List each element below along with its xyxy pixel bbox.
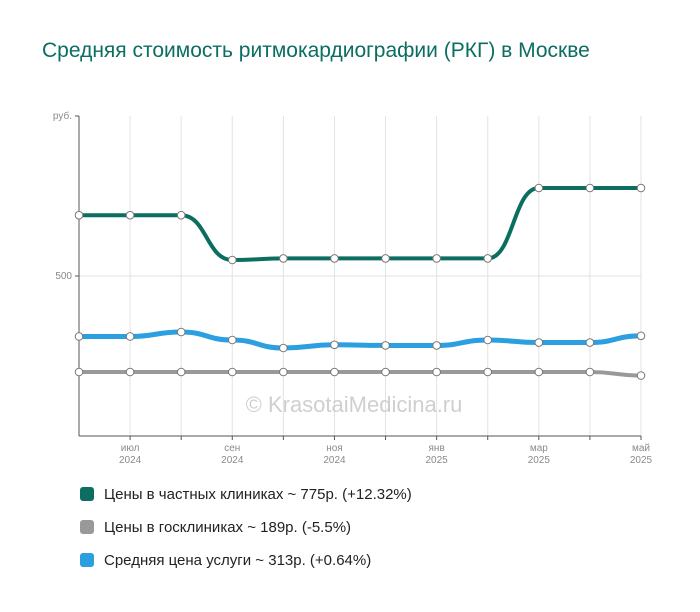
data-point[interactable] bbox=[534, 367, 544, 377]
data-point[interactable] bbox=[636, 183, 646, 193]
data-point[interactable] bbox=[74, 332, 84, 341]
data-point[interactable] bbox=[432, 367, 441, 377]
data-points[interactable] bbox=[74, 183, 646, 380]
data-point[interactable] bbox=[636, 331, 646, 341]
x-tick-label-month: ноя bbox=[326, 443, 343, 454]
data-point[interactable] bbox=[381, 367, 390, 377]
data-point[interactable] bbox=[330, 367, 339, 377]
data-point[interactable] bbox=[279, 343, 288, 353]
data-point[interactable] bbox=[227, 367, 237, 377]
y-axis-label: руб. bbox=[53, 110, 72, 122]
data-point[interactable] bbox=[176, 367, 186, 377]
legend-swatch-public bbox=[80, 520, 94, 534]
data-point[interactable] bbox=[74, 367, 84, 377]
legend-swatch-private bbox=[80, 487, 94, 501]
x-tick-label-month: янв bbox=[429, 443, 445, 454]
x-tick-label-month: сен bbox=[224, 443, 240, 454]
data-point[interactable] bbox=[483, 254, 493, 263]
data-point[interactable] bbox=[483, 367, 493, 377]
data-point[interactable] bbox=[483, 335, 493, 345]
legend-swatch-average bbox=[80, 553, 94, 567]
x-tick-label-month: май bbox=[632, 443, 650, 454]
grid bbox=[79, 116, 642, 436]
legend: Цены в частных клиниках ~ 775р. (+12.32%… bbox=[80, 484, 412, 583]
legend-item-public[interactable]: Цены в госклиниках ~ 189р. (-5.5%) bbox=[80, 517, 412, 537]
data-point[interactable] bbox=[534, 183, 544, 193]
legend-item-private[interactable]: Цены в частных клиниках ~ 775р. (+12.32%… bbox=[80, 484, 412, 504]
series-line bbox=[77, 370, 643, 378]
x-tick-label-year: 2024 bbox=[323, 455, 346, 466]
data-point[interactable] bbox=[381, 254, 390, 263]
x-tick-label-month: июл bbox=[121, 443, 140, 454]
data-point[interactable] bbox=[534, 338, 544, 347]
legend-item-average[interactable]: Средняя цена услуги ~ 313р. (+0.64%) bbox=[80, 550, 412, 570]
data-point[interactable] bbox=[585, 338, 595, 347]
data-point[interactable] bbox=[330, 340, 339, 350]
data-point[interactable] bbox=[176, 327, 186, 337]
data-point[interactable] bbox=[125, 332, 135, 341]
data-point[interactable] bbox=[125, 210, 135, 220]
data-point[interactable] bbox=[330, 254, 339, 263]
data-point[interactable] bbox=[279, 254, 288, 263]
legend-label-private: Цены в частных клиниках ~ 775р. (+12.32%… bbox=[104, 485, 412, 503]
x-tick-label-year: 2025 bbox=[630, 455, 653, 466]
series-line bbox=[77, 186, 643, 262]
x-tick-label-year: 2025 bbox=[426, 455, 449, 466]
x-tick-label-year: 2024 bbox=[119, 455, 142, 466]
x-tick-label-month: мар bbox=[530, 443, 548, 454]
watermark: © KrasotaiMedicina.ru bbox=[246, 392, 463, 417]
data-point[interactable] bbox=[636, 371, 646, 380]
data-point[interactable] bbox=[227, 335, 237, 345]
x-tick-label-year: 2024 bbox=[221, 455, 244, 466]
data-point[interactable] bbox=[585, 183, 595, 193]
data-point[interactable] bbox=[125, 367, 135, 377]
data-point[interactable] bbox=[227, 255, 237, 265]
axes: 500руб.июл2024сен2024ноя2024янв2025мар20… bbox=[53, 110, 653, 466]
data-point[interactable] bbox=[74, 210, 84, 220]
y-tick-label: 500 bbox=[55, 271, 72, 282]
data-point[interactable] bbox=[432, 341, 441, 350]
chart-title: Средняя стоимость ритмокардиографии (РКГ… bbox=[42, 39, 590, 62]
data-point[interactable] bbox=[432, 254, 441, 263]
data-point[interactable] bbox=[279, 367, 288, 377]
series-lines bbox=[76, 186, 644, 378]
data-point[interactable] bbox=[381, 341, 390, 350]
data-point[interactable] bbox=[585, 367, 595, 377]
legend-label-public: Цены в госклиниках ~ 189р. (-5.5%) bbox=[104, 518, 352, 536]
x-tick-label-year: 2025 bbox=[528, 455, 551, 466]
series-line bbox=[76, 329, 644, 351]
legend-label-average: Средняя цена услуги ~ 313р. (+0.64%) bbox=[104, 551, 372, 569]
data-point[interactable] bbox=[176, 210, 186, 220]
